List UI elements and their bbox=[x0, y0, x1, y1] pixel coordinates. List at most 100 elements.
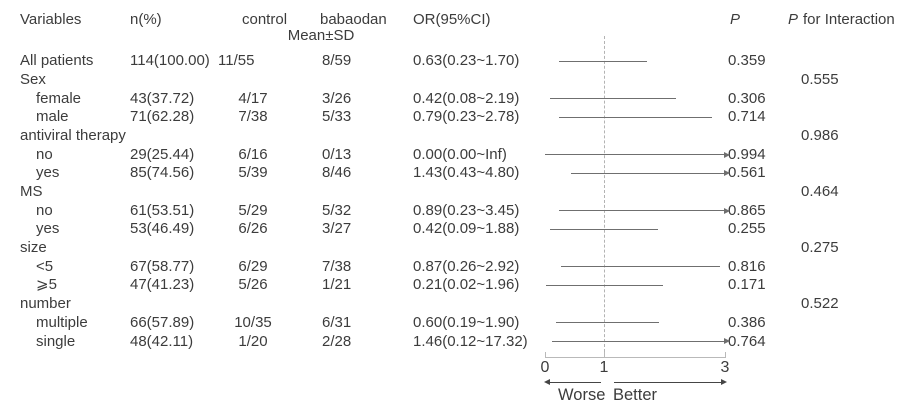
p-value: 0.764 bbox=[728, 332, 766, 350]
or-ci-value: 0.42(0.09~1.88) bbox=[413, 220, 520, 238]
row-label: yes bbox=[36, 220, 60, 238]
babaodan-value: 8/46 bbox=[322, 164, 352, 182]
ci-line bbox=[550, 228, 658, 230]
babaodan-value: 6/31 bbox=[322, 313, 352, 331]
ci-arrow-right-icon bbox=[724, 338, 730, 345]
axis-tick-0 bbox=[545, 352, 546, 357]
n-percent-value: 67(58.77) bbox=[130, 257, 195, 275]
babaodan-value: 0/13 bbox=[322, 145, 352, 163]
babaodan-value: 3/26 bbox=[322, 89, 352, 107]
or-ci-value: 0.60(0.19~1.90) bbox=[413, 313, 520, 331]
table-row: no 29(25.44) 6/16 0/13 0.00(0.00~Inf) 0.994 bbox=[0, 146, 922, 165]
group-row: Sex 0.555 bbox=[0, 71, 922, 90]
group-row: MS 0.464 bbox=[0, 183, 922, 202]
control-value: 4/17 bbox=[238, 89, 268, 107]
control-value: 6/16 bbox=[238, 145, 268, 163]
n-percent-value: 85(74.56) bbox=[130, 164, 195, 182]
axis-tick-1 bbox=[604, 352, 605, 357]
n-percent-value: 66(57.89) bbox=[130, 313, 195, 331]
p-value: 0.561 bbox=[728, 164, 766, 182]
p-italic-label: P bbox=[788, 11, 799, 28]
group-row: size 0.275 bbox=[0, 239, 922, 258]
p-value: 0.359 bbox=[728, 52, 766, 70]
or-ci-value: 0.87(0.26~2.92) bbox=[413, 257, 520, 275]
axis-tick-label-0: 0 bbox=[540, 359, 550, 376]
babaodan-value: 5/33 bbox=[322, 108, 352, 126]
axis-tick-label-1: 1 bbox=[599, 359, 609, 376]
arrow-left-icon bbox=[544, 379, 550, 385]
p-value: 0.816 bbox=[728, 257, 766, 275]
row-label: size bbox=[20, 239, 47, 257]
reference-line-or-1 bbox=[604, 36, 605, 352]
p-interaction-value: 0.275 bbox=[801, 239, 839, 257]
col-header-n-percent: n(%) bbox=[130, 11, 162, 28]
or-ci-value: 0.79(0.23~2.78) bbox=[413, 108, 520, 126]
ci-arrow-right-icon bbox=[724, 170, 730, 177]
row-label: Sex bbox=[20, 70, 46, 88]
row-label: male bbox=[36, 108, 69, 126]
row-label: single bbox=[36, 332, 76, 350]
p-value: 0.714 bbox=[728, 108, 766, 126]
col-header-p: P bbox=[730, 11, 741, 28]
control-value: 5/26 bbox=[238, 276, 268, 294]
col-subheader-mean-sd: Mean±SD bbox=[287, 27, 355, 44]
arrow-right-icon bbox=[721, 379, 727, 385]
col-header-babaodan: babaodan bbox=[320, 11, 387, 28]
n-percent-value: 43(37.72) bbox=[130, 89, 195, 107]
ci-line bbox=[549, 97, 677, 99]
ci-line bbox=[560, 266, 721, 268]
babaodan-value: 3/27 bbox=[322, 220, 352, 238]
n-percent-value: 29(25.44) bbox=[130, 145, 195, 163]
p-value: 0.865 bbox=[728, 201, 766, 219]
ci-line bbox=[556, 322, 659, 324]
control-value: 1/20 bbox=[238, 332, 268, 350]
row-label: number bbox=[20, 295, 71, 313]
table-row: yes 85(74.56) 5/39 8/46 1.43(0.43~4.80) 0.561 bbox=[0, 164, 922, 183]
x-axis-line bbox=[545, 357, 726, 358]
control-value: 5/39 bbox=[238, 164, 268, 182]
group-row: number 0.522 bbox=[0, 295, 922, 314]
n-percent-value: 53(46.49) bbox=[130, 220, 195, 238]
ci-line bbox=[558, 210, 725, 212]
or-ci-value: 0.00(0.00~Inf) bbox=[413, 145, 507, 163]
p-interaction-value: 0.555 bbox=[801, 70, 839, 88]
or-ci-value: 0.89(0.23~3.45) bbox=[413, 201, 520, 219]
p-interaction-value: 0.522 bbox=[801, 295, 839, 313]
p-value: 0.255 bbox=[728, 220, 766, 238]
or-ci-value: 0.21(0.02~1.96) bbox=[413, 276, 520, 294]
group-row: antiviral therapy 0.986 bbox=[0, 127, 922, 146]
babaodan-value: 5/32 bbox=[322, 201, 352, 219]
table-row: ⩾5 47(41.23) 5/26 1/21 0.21(0.02~1.96) 0.171 bbox=[0, 276, 922, 295]
axis-tick-label-3: 3 bbox=[720, 359, 730, 376]
col-header-variables: Variables bbox=[20, 11, 82, 28]
table-row: female 43(37.72) 4/17 3/26 0.42(0.08~2.19) 0.… bbox=[0, 90, 922, 109]
n-percent-value: 48(42.11) bbox=[130, 332, 194, 350]
table-row: no 61(53.51) 5/29 5/32 0.89(0.23~3.45) 0.865 bbox=[0, 202, 922, 221]
ci-line bbox=[558, 116, 712, 118]
p-interaction-value: 0.986 bbox=[801, 127, 839, 145]
n-percent-value: 71(62.28) bbox=[130, 108, 195, 126]
n-percent-value: 47(41.23) bbox=[130, 276, 195, 294]
col-header-control: control bbox=[242, 11, 288, 28]
ci-arrow-right-icon bbox=[724, 151, 730, 158]
row-label: multiple bbox=[36, 313, 88, 331]
n-percent-value: 61(53.51) bbox=[130, 201, 195, 219]
better-label: Better bbox=[613, 386, 658, 404]
p-value: 0.386 bbox=[728, 313, 766, 331]
ci-line bbox=[545, 154, 725, 156]
worse-label: Worse bbox=[558, 386, 606, 404]
row-label: antiviral therapy bbox=[20, 127, 126, 145]
babaodan-value: 7/38 bbox=[322, 257, 352, 275]
ci-arrow-right-icon bbox=[724, 207, 730, 214]
control-value: 11/55 bbox=[218, 52, 255, 70]
p-value: 0.306 bbox=[728, 89, 766, 107]
p-interaction-value: 0.464 bbox=[801, 183, 839, 201]
table-row: yes 53(46.49) 6/26 3/27 0.42(0.09~1.88) 0.255 bbox=[0, 220, 922, 239]
p-value: 0.171 bbox=[728, 276, 766, 294]
control-value: 5/29 bbox=[238, 201, 268, 219]
row-label: MS bbox=[20, 183, 43, 201]
row-label: female bbox=[36, 89, 82, 107]
row-label: ⩾5 bbox=[36, 276, 57, 294]
row-label: All patients bbox=[20, 52, 94, 70]
